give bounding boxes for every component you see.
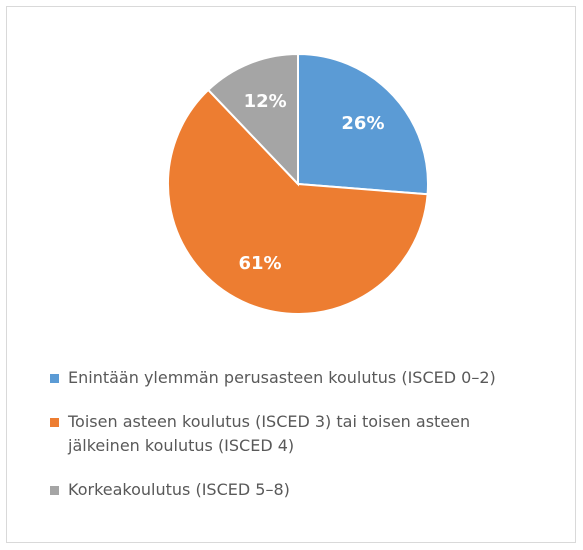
legend-label: Enintään ylemmän perusasteen koulutus (I… (68, 368, 496, 387)
chart-frame (6, 6, 576, 543)
legend-label: Toisen asteen koulutus (ISCED 3) tai toi… (68, 412, 471, 455)
legend: Enintään ylemmän perusasteen koulutus (I… (50, 366, 520, 522)
legend-swatch (50, 486, 59, 495)
chart: 26% 61% 12% (167, 52, 429, 315)
pie-slice (297, 52, 429, 196)
pie-slice (167, 88, 429, 315)
data-label: 26% (341, 113, 384, 134)
legend-swatch (50, 374, 59, 383)
legend-item: Enintään ylemmän perusasteen koulutus (I… (50, 366, 520, 390)
data-label: 12% (244, 91, 287, 112)
pie-slice (206, 52, 299, 187)
legend-item: Korkeakoulutus (ISCED 5–8) (50, 478, 520, 502)
legend-label: Korkeakoulutus (ISCED 5–8) (68, 480, 290, 499)
legend-item: Toisen asteen koulutus (ISCED 3) tai toi… (50, 410, 520, 458)
legend-swatch (50, 418, 59, 427)
data-label: 61% (238, 253, 281, 274)
